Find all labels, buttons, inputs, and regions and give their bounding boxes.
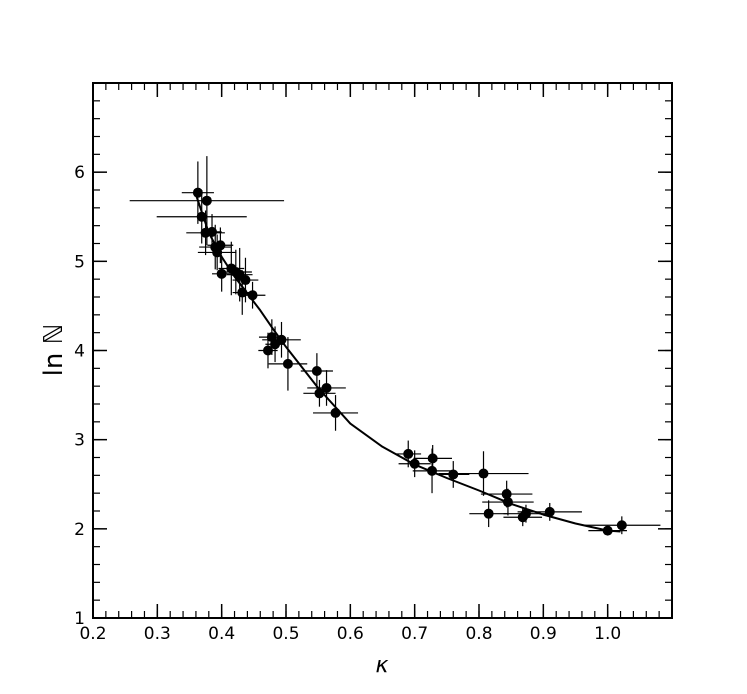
point-marker (403, 448, 414, 459)
point-marker (427, 465, 438, 476)
point-marker (321, 382, 332, 393)
fit-curve (194, 194, 621, 533)
data-point (517, 502, 582, 521)
point-marker (215, 240, 226, 251)
data-point (412, 448, 452, 494)
x-tick-label: 0.3 (144, 624, 171, 644)
point-marker (448, 469, 459, 480)
point-marker (520, 508, 531, 519)
data-point (207, 227, 234, 264)
point-marker (216, 268, 227, 279)
data-point (212, 255, 232, 292)
point-marker (262, 345, 273, 356)
x-tick-labels: 0.2 0.3 0.4 0.5 0.6 0.7 0.8 0.9 1.0 (79, 624, 621, 644)
data-point (583, 516, 661, 535)
axis-ticks (92, 82, 673, 619)
x-tick-label: 0.4 (208, 624, 235, 644)
plot-frame (92, 82, 673, 619)
y-tick-label: 2 (74, 520, 85, 540)
data-point (469, 500, 508, 528)
y-tick-label: 5 (74, 252, 85, 272)
data-point (413, 445, 452, 472)
point-marker (502, 497, 513, 508)
point-marker (314, 388, 325, 399)
point-marker (282, 358, 293, 369)
point-marker (616, 520, 627, 531)
point-marker (240, 275, 251, 286)
y-tick-label: 1 (74, 609, 85, 629)
data-point (437, 461, 470, 488)
y-tick-labels: 1 2 3 4 5 6 (74, 163, 85, 629)
data-point (398, 450, 431, 478)
data-point (588, 525, 627, 536)
point-marker (196, 211, 207, 222)
data-point (438, 451, 529, 496)
data-point (395, 440, 422, 468)
y-axis-label: ln ℕ (39, 324, 69, 377)
point-marker (483, 508, 494, 519)
point-marker (207, 226, 218, 237)
x-tick-label: 0.8 (465, 624, 492, 644)
point-marker (330, 407, 341, 418)
x-tick-label: 0.7 (401, 624, 428, 644)
point-marker (501, 489, 512, 500)
point-marker (311, 366, 322, 377)
x-tick-label: 0.9 (530, 624, 557, 644)
point-marker (602, 525, 613, 536)
data-point (303, 379, 336, 407)
data-point (262, 321, 301, 358)
data-point (503, 504, 549, 523)
y-tick-label: 3 (74, 431, 85, 451)
x-tick-label: 1.0 (594, 624, 621, 644)
data-point (300, 353, 333, 389)
data-point (268, 337, 308, 391)
data-point (232, 257, 259, 303)
x-axis-label: κ (376, 653, 389, 678)
plot-area (129, 156, 661, 536)
point-marker (192, 187, 203, 198)
data-point (239, 281, 266, 309)
y-tick-label: 6 (74, 163, 85, 183)
y-tick-label: 4 (74, 342, 85, 362)
point-marker (201, 195, 212, 206)
point-marker (247, 290, 258, 301)
data-point (258, 332, 278, 369)
point-marker (544, 506, 555, 517)
point-marker (409, 458, 420, 469)
x-tick-label: 0.5 (272, 624, 299, 644)
data-point (313, 395, 359, 431)
point-marker (276, 334, 287, 345)
point-marker (427, 453, 438, 464)
data-point (482, 488, 534, 516)
data-point (181, 161, 214, 224)
x-tick-label: 0.6 (337, 624, 364, 644)
x-tick-label: 0.2 (79, 624, 106, 644)
point-marker (478, 468, 489, 479)
data-point (307, 370, 346, 406)
